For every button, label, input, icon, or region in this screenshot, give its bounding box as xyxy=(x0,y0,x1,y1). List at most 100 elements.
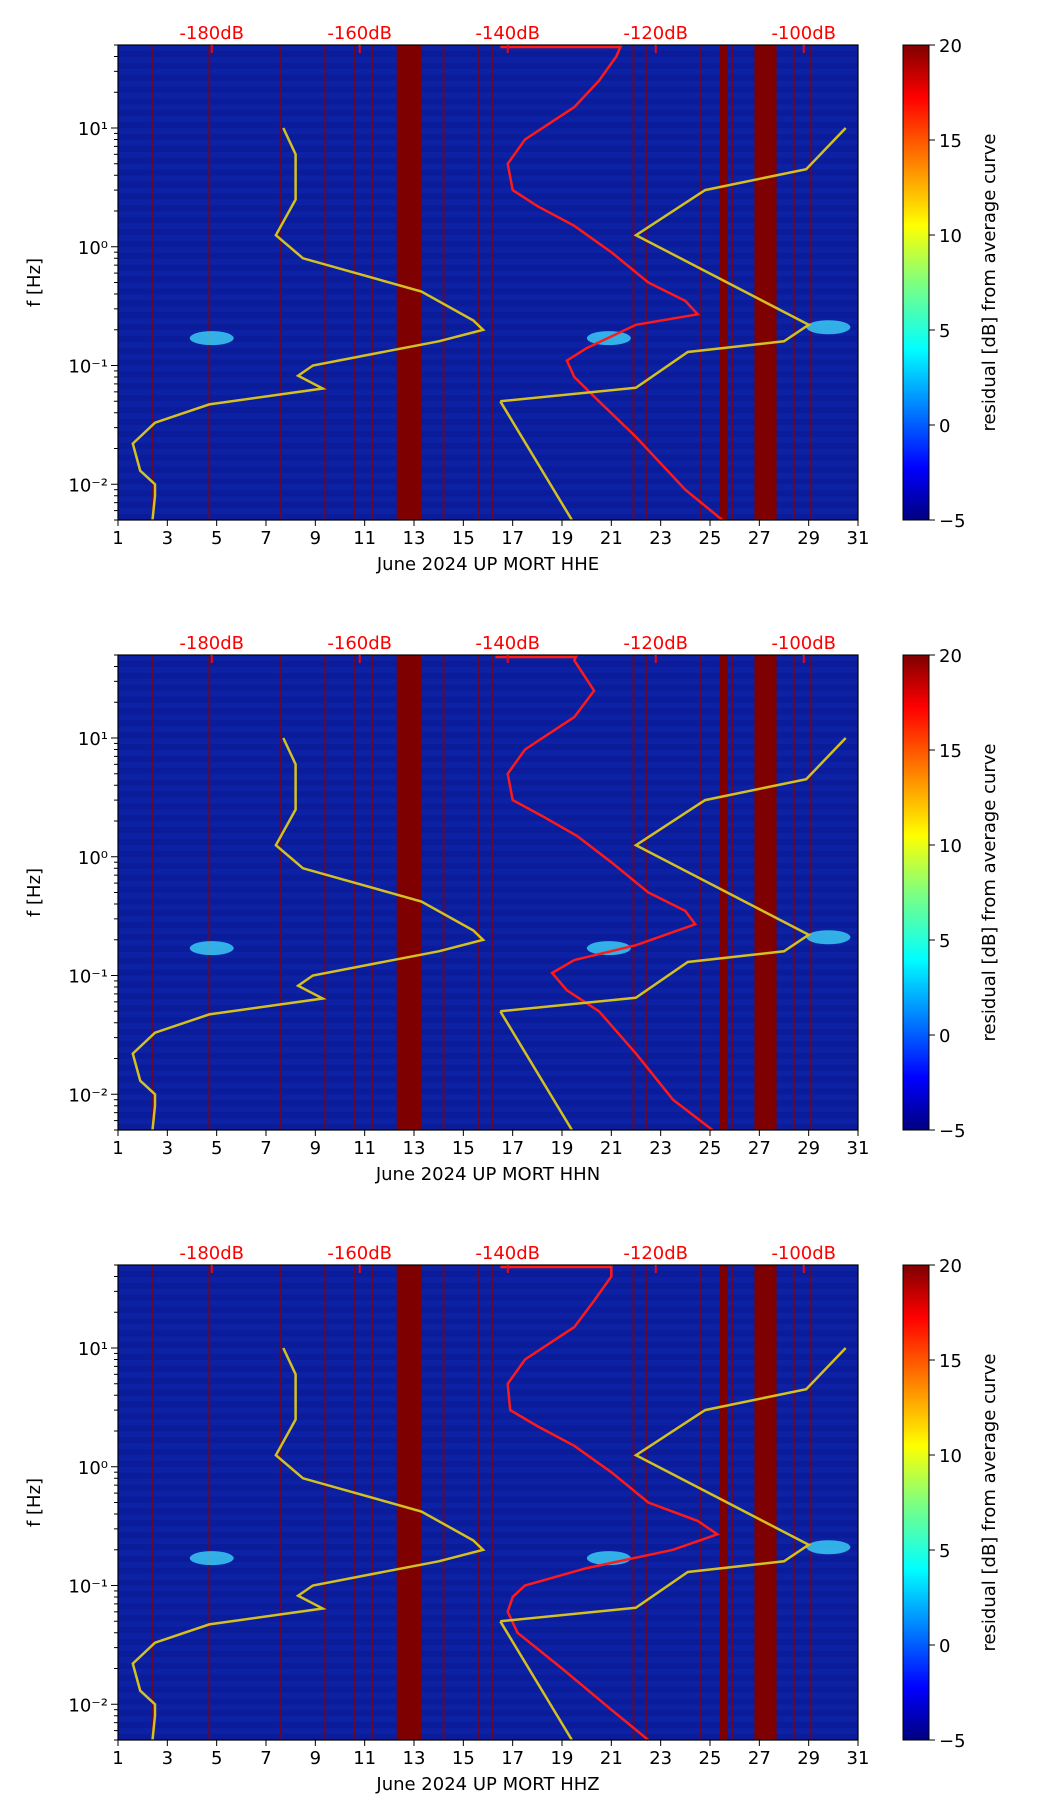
heatmap-row xyxy=(118,1288,858,1295)
x-tick-label: 1 xyxy=(112,1748,123,1769)
heatmap-row xyxy=(118,282,858,289)
top-axis-tick-label: -140dB xyxy=(475,633,540,654)
heatmap-row xyxy=(118,330,858,336)
heatmap-row xyxy=(118,892,858,899)
heatmap-row xyxy=(118,1656,858,1663)
heatmap-row xyxy=(118,987,858,994)
heatmap-row xyxy=(118,880,858,887)
heatmap-row xyxy=(118,690,858,697)
heatmap-row xyxy=(118,377,858,384)
x-tick-label: 7 xyxy=(260,1138,271,1159)
x-tick-label: 3 xyxy=(162,1748,173,1769)
heatmap-row xyxy=(118,128,858,135)
heatmap-row xyxy=(118,1550,858,1556)
heatmap-row xyxy=(118,1502,858,1509)
heatmap-row xyxy=(118,963,858,970)
top-axis-tick-label: -160dB xyxy=(327,23,392,44)
top-axis-tick-label: -160dB xyxy=(327,1243,392,1264)
x-tick-label: 5 xyxy=(211,528,222,549)
x-tick-label: 3 xyxy=(162,528,173,549)
heatmap-row xyxy=(118,904,858,911)
y-tick-label: 10¹ xyxy=(78,1339,108,1360)
heatmap-row xyxy=(118,211,858,218)
saturated-band xyxy=(396,1265,422,1740)
heatmap-row xyxy=(118,1538,858,1545)
heatmap-row xyxy=(118,1070,858,1077)
average-psd-curve xyxy=(506,1265,721,1741)
top-axis-tick-label: -140dB xyxy=(475,1243,540,1264)
x-tick-label: 3 xyxy=(162,1138,173,1159)
heatmap-row xyxy=(118,68,858,75)
heatmap-row xyxy=(118,413,858,420)
heatmap-row xyxy=(118,365,858,372)
x-tick-label: 21 xyxy=(600,1138,623,1159)
x-tick-label: 25 xyxy=(699,1748,722,1769)
heatmap-row xyxy=(118,163,858,170)
x-tick-label: 11 xyxy=(353,1138,376,1159)
heatmap-row xyxy=(118,761,858,768)
colorbar-label: residual [dB] from average curve xyxy=(979,743,1000,1041)
x-tick-label: 31 xyxy=(847,528,870,549)
y-axis-label: f [Hz] xyxy=(24,1478,45,1527)
heatmap-row xyxy=(118,833,858,840)
heatmap-row xyxy=(118,1058,858,1065)
colorbar-tick-label: 15 xyxy=(939,741,962,762)
x-tick-label: 21 xyxy=(600,1748,623,1769)
x-tick-label: 13 xyxy=(403,1138,426,1159)
colorbar-tick-label: 5 xyxy=(939,321,950,342)
saturated-band xyxy=(719,45,728,520)
top-axis-tick-label: -120dB xyxy=(623,1243,688,1264)
colorbar xyxy=(902,1264,930,1741)
heatmap-row xyxy=(118,1455,858,1461)
heatmap-row xyxy=(118,1585,858,1592)
x-tick-label: 23 xyxy=(649,1138,672,1159)
y-tick-label: 10¹ xyxy=(78,119,108,140)
y-tick-label: 10⁻² xyxy=(68,1085,108,1106)
heatmap-row xyxy=(118,1023,858,1030)
y-axis-label: f [Hz] xyxy=(24,258,45,307)
noise-model-low xyxy=(131,127,486,521)
heatmap-row xyxy=(118,246,858,253)
heatmap-row xyxy=(118,116,858,123)
noise-model-diagonal xyxy=(499,400,573,521)
x-tick-label: 31 xyxy=(847,1138,870,1159)
heatmap-row xyxy=(118,401,858,408)
heatmap-row xyxy=(118,1106,858,1113)
heatmap-row xyxy=(118,341,858,348)
colorbar xyxy=(902,654,930,1131)
heatmap-row xyxy=(118,1312,858,1319)
heatmap-row xyxy=(118,306,858,313)
heatmap-row xyxy=(118,496,858,503)
heatmap-row xyxy=(118,1276,858,1283)
heatmap-row xyxy=(118,1466,858,1473)
x-tick-label: 29 xyxy=(797,528,820,549)
top-axis-tick-label: -180dB xyxy=(179,633,244,654)
x-tick-label: 1 xyxy=(112,1138,123,1159)
x-axis-label: June 2024 UP MORT HHN xyxy=(375,1164,600,1185)
heatmap-row xyxy=(118,1573,858,1580)
heatmap-row xyxy=(118,1383,858,1390)
heatmap-row xyxy=(118,702,858,709)
x-tick-label: 15 xyxy=(452,1748,475,1769)
colorbar-tick-label: 15 xyxy=(939,1351,962,1372)
x-tick-label: 13 xyxy=(403,528,426,549)
x-tick-label: 1 xyxy=(112,528,123,549)
heatmap-row xyxy=(118,845,858,851)
heatmap-row xyxy=(118,484,858,491)
heatmap-row xyxy=(118,809,858,816)
heatmap-row xyxy=(118,928,858,935)
saturated-band xyxy=(754,45,777,520)
colorbar-tick-label: 20 xyxy=(939,1256,962,1277)
y-tick-label: 10⁻¹ xyxy=(68,967,108,988)
saturated-band xyxy=(719,655,728,1130)
top-axis-tick-label: -160dB xyxy=(327,633,392,654)
heatmap-row xyxy=(118,1035,858,1041)
microseism-blob xyxy=(189,1551,234,1566)
heatmap-row xyxy=(118,318,858,325)
heatmap-row xyxy=(118,1490,858,1497)
saturated-band xyxy=(754,655,777,1130)
heatmap-row xyxy=(118,175,858,182)
top-axis-tick-label: -180dB xyxy=(179,1243,244,1264)
